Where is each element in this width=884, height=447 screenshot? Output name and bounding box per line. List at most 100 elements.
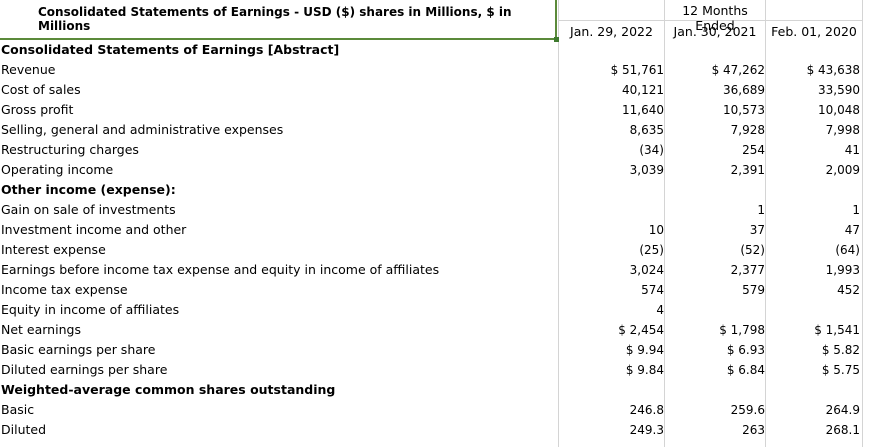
- cell-value[interactable]: [665, 180, 765, 200]
- row-label-investment-income-and-other[interactable]: Investment income and other: [1, 222, 187, 237]
- selection-fill-handle[interactable]: [554, 37, 559, 42]
- row-label-cost-of-sales[interactable]: Cost of sales: [1, 82, 81, 97]
- table-title: Consolidated Statements of Earnings - US…: [38, 5, 512, 33]
- table-row: Gross profit 11,640 10,573 10,048: [0, 100, 884, 120]
- cell-value[interactable]: $ 47,262: [711, 63, 765, 77]
- cell-value[interactable]: 7,928: [730, 123, 765, 137]
- cell-value[interactable]: 254: [742, 143, 765, 157]
- cell-value[interactable]: 268.1: [825, 423, 860, 437]
- cell-value[interactable]: [665, 300, 765, 320]
- row-label-other-income-expense[interactable]: Other income (expense):: [1, 182, 176, 197]
- row-label-interest-expense[interactable]: Interest expense: [1, 242, 106, 257]
- cell-value[interactable]: 1: [852, 203, 860, 217]
- cell-value[interactable]: [665, 380, 765, 400]
- row-label-income-tax-expense[interactable]: Income tax expense: [1, 282, 128, 297]
- cell-value[interactable]: [560, 200, 664, 220]
- table-row: Weighted-average common shares outstandi…: [0, 380, 884, 400]
- cell-value[interactable]: $ 5.82: [821, 343, 860, 357]
- cell-value[interactable]: 36,689: [723, 83, 765, 97]
- column-header-2022: Jan. 29, 2022: [570, 24, 653, 39]
- row-label-operating-income[interactable]: Operating income: [1, 162, 114, 177]
- table-row: Gain on sale of investments 1 1: [0, 200, 884, 220]
- column-divider: [558, 0, 559, 447]
- cell-value[interactable]: 2,009: [825, 163, 860, 177]
- cell-value[interactable]: 10,573: [723, 103, 765, 117]
- cell-value[interactable]: [766, 380, 860, 400]
- row-label-earnings-before-income-tax-expense-and-equity-in-income-of-affiliates[interactable]: Earnings before income tax expense and e…: [1, 262, 440, 277]
- cell-value[interactable]: 40,121: [622, 83, 664, 97]
- row-label-restructuring-charges[interactable]: Restructuring charges: [1, 142, 139, 157]
- cell-value[interactable]: (25): [639, 243, 664, 257]
- cell-value[interactable]: 41: [844, 143, 860, 157]
- cell-value[interactable]: $ 43,638: [806, 63, 860, 77]
- cell-value[interactable]: [665, 40, 765, 60]
- table-row: Cost of sales 40,121 36,689 33,590: [0, 80, 884, 100]
- cell-value[interactable]: 263: [742, 423, 765, 437]
- cell-value[interactable]: 3,039: [629, 163, 664, 177]
- cell-value[interactable]: $ 9.94: [625, 343, 664, 357]
- cell-value[interactable]: [766, 180, 860, 200]
- row-label-diluted-earnings-per-share[interactable]: Diluted earnings per share: [1, 362, 168, 377]
- cell-value[interactable]: 3,024: [629, 263, 664, 277]
- cell-value[interactable]: 4: [656, 303, 664, 317]
- cell-value[interactable]: 574: [641, 283, 664, 297]
- cell-value[interactable]: 8,635: [629, 123, 664, 137]
- table-row: Diluted 249.3 263 268.1: [0, 420, 884, 440]
- cell-value[interactable]: 246.8: [629, 403, 664, 417]
- cell-value[interactable]: [766, 300, 860, 320]
- cell-value[interactable]: $ 6.84: [726, 363, 765, 377]
- cell-value[interactable]: $ 9.84: [625, 363, 664, 377]
- cell-value[interactable]: $ 2,454: [618, 323, 664, 337]
- cell-value[interactable]: 2,391: [730, 163, 765, 177]
- cell-value[interactable]: 11,640: [622, 103, 664, 117]
- cell-value[interactable]: [560, 180, 664, 200]
- cell-value[interactable]: 7,998: [825, 123, 860, 137]
- cell-value[interactable]: 1,993: [825, 263, 860, 277]
- row-label-equity-in-income-of-affiliates[interactable]: Equity in income of affiliates: [1, 302, 180, 317]
- table-row: Basic 246.8 259.6 264.9: [0, 400, 884, 420]
- cell-value[interactable]: 579: [742, 283, 765, 297]
- column-divider: [664, 0, 665, 447]
- row-label-basic[interactable]: Basic: [1, 402, 35, 417]
- row-label-net-earnings[interactable]: Net earnings: [1, 322, 81, 337]
- row-label-selling-general-and-administrative-expenses[interactable]: Selling, general and administrative expe…: [1, 122, 284, 137]
- cell-value[interactable]: $ 1,541: [814, 323, 860, 337]
- cell-value[interactable]: 10: [648, 223, 664, 237]
- cell-value[interactable]: $ 5.75: [821, 363, 860, 377]
- cell-value[interactable]: [560, 380, 664, 400]
- table-row: Equity in income of affiliates 4: [0, 300, 884, 320]
- cell-value[interactable]: 1: [757, 203, 765, 217]
- cell-value[interactable]: $ 1,798: [719, 323, 765, 337]
- cell-value[interactable]: (64): [835, 243, 860, 257]
- cell-value[interactable]: 259.6: [730, 403, 765, 417]
- row-label-gain-on-sale-of-investments[interactable]: Gain on sale of investments: [1, 202, 176, 217]
- row-label-consolidated-statements-of-earnings-abstract[interactable]: Consolidated Statements of Earnings [Abs…: [1, 42, 340, 57]
- cell-value[interactable]: $ 51,761: [610, 63, 664, 77]
- cell-value[interactable]: 37: [749, 223, 765, 237]
- row-label-revenue[interactable]: Revenue: [1, 62, 56, 77]
- row-label-basic-earnings-per-share[interactable]: Basic earnings per share: [1, 342, 156, 357]
- table-row: Selling, general and administrative expe…: [0, 120, 884, 140]
- cell-value[interactable]: 2,377: [730, 263, 765, 277]
- cell-value[interactable]: $ 6.93: [726, 343, 765, 357]
- cell-value[interactable]: 452: [837, 283, 860, 297]
- row-label-diluted[interactable]: Diluted: [1, 422, 47, 437]
- table-row: Consolidated Statements of Earnings [Abs…: [0, 40, 884, 60]
- table-row: Interest expense (25) (52) (64): [0, 240, 884, 260]
- row-label-weighted-average-common-shares-outstanding[interactable]: Weighted-average common shares outstandi…: [1, 382, 336, 397]
- cell-value[interactable]: 47: [844, 223, 860, 237]
- cell-value[interactable]: [766, 40, 860, 60]
- header-divider: [558, 20, 862, 21]
- table-row: Restructuring charges (34) 254 41: [0, 140, 884, 160]
- cell-value[interactable]: [560, 40, 664, 60]
- cell-value[interactable]: 249.3: [629, 423, 664, 437]
- cell-value[interactable]: 33,590: [818, 83, 860, 97]
- table-row: Net earnings $ 2,454 $ 1,798 $ 1,541: [0, 320, 884, 340]
- row-label-gross-profit[interactable]: Gross profit: [1, 102, 74, 117]
- cell-value[interactable]: (52): [740, 243, 765, 257]
- cell-value[interactable]: (34): [639, 143, 664, 157]
- cell-value[interactable]: 10,048: [818, 103, 860, 117]
- table-title-cell[interactable]: Consolidated Statements of Earnings - US…: [0, 0, 557, 40]
- cell-value[interactable]: 264.9: [825, 403, 860, 417]
- column-divider: [862, 0, 863, 447]
